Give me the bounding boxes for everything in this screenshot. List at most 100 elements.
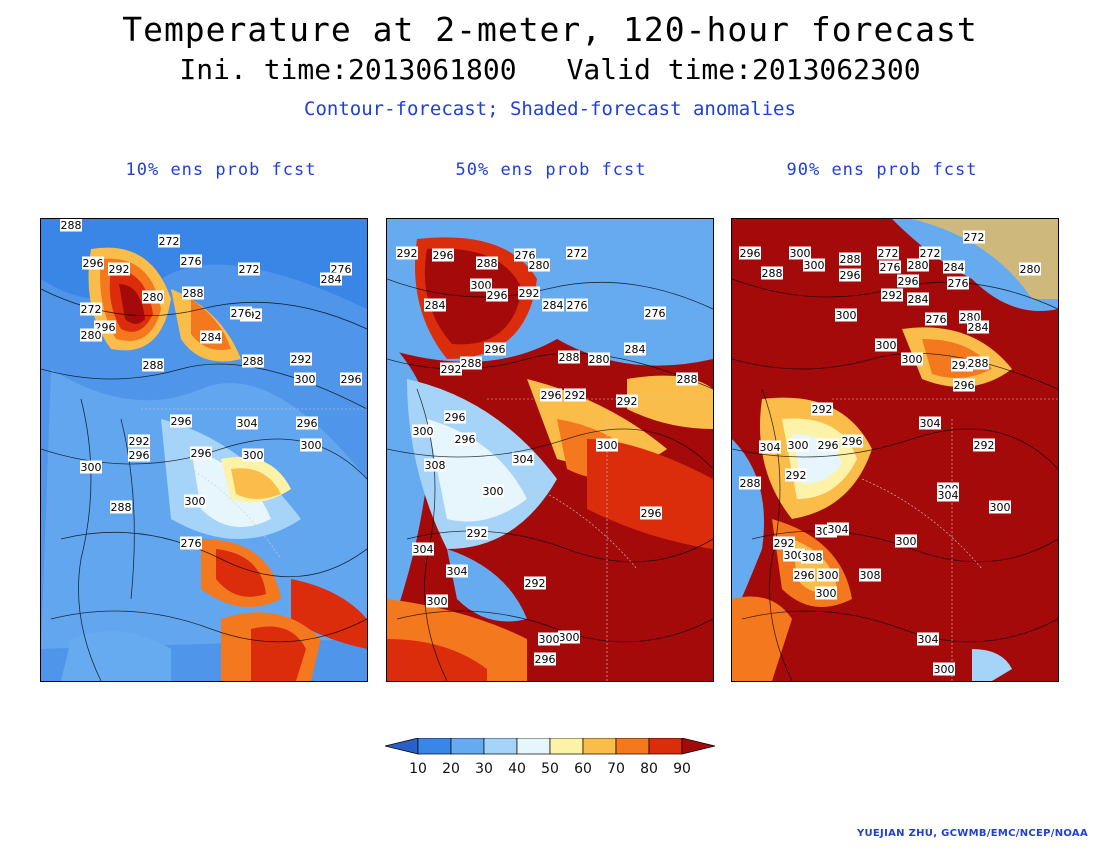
contour-label: 308	[802, 551, 823, 564]
contour-label: 280	[589, 353, 610, 366]
contour-label: 292	[109, 263, 130, 276]
contour-label-box	[484, 342, 506, 356]
colorbar-swatch	[385, 738, 419, 755]
contour-label-box	[897, 274, 919, 288]
contour-label: 288	[740, 477, 761, 490]
contour-label-box	[933, 662, 955, 676]
contour-label: 284	[944, 261, 965, 274]
contour-label: 292	[441, 363, 462, 376]
subtitle: Contour-forecast; Shaded-forecast anomal…	[304, 98, 796, 120]
contour-label-box	[953, 378, 975, 392]
contour-label-box	[943, 260, 965, 274]
contour-label: 272	[878, 247, 899, 260]
contour-label-box	[108, 262, 130, 276]
contour-label: 292	[291, 353, 312, 366]
contour-label-box	[294, 372, 316, 386]
contour-label-box	[290, 352, 312, 366]
colorbar-swatch	[516, 738, 551, 755]
contour-label: 292	[786, 469, 807, 482]
contour-label: 300	[804, 259, 825, 272]
contour-label-box	[596, 438, 618, 452]
contour-label: 288	[461, 357, 482, 370]
contour-label-box	[616, 394, 638, 408]
contour-label: 296	[455, 433, 476, 446]
contour-label-box	[566, 298, 588, 312]
contour-label-box	[839, 252, 861, 266]
contour-label-box	[320, 272, 342, 286]
contour-label-box	[917, 632, 939, 646]
contour-label-box	[963, 230, 985, 244]
contour-label: 284	[201, 331, 222, 344]
contour-label-box	[787, 438, 809, 452]
colorbar-tick-label: 80	[640, 761, 658, 777]
contour-label: 296	[487, 289, 508, 302]
contour-label: 288	[143, 359, 164, 372]
contour-label-box	[184, 494, 206, 508]
colorbar-swatch	[615, 738, 650, 755]
contour-label-box	[817, 438, 839, 452]
contour-label-box	[128, 434, 150, 448]
contour-label: 296	[954, 379, 975, 392]
contour-labels: 2882722762962922722762842802882722922962…	[60, 219, 362, 550]
colorbar-tick-label: 70	[607, 761, 625, 777]
contour-label: 288	[111, 501, 132, 514]
colorbar-swatch	[582, 738, 617, 755]
contour-label-box	[803, 258, 825, 272]
contour-label: 272	[81, 303, 102, 316]
colorbar-tick-label: 60	[574, 761, 592, 777]
contour-label: 296	[740, 247, 761, 260]
contour-label-box	[180, 536, 202, 550]
contour-label: 300	[81, 461, 102, 474]
contour-label-box	[182, 286, 204, 300]
contour-label: 280	[81, 329, 102, 342]
contour-label: 300	[876, 339, 897, 352]
contour-label-box	[759, 440, 781, 454]
contour-label: 296	[171, 415, 192, 428]
contour-label-box	[466, 526, 488, 540]
contour-label: 272	[567, 247, 588, 260]
contour-label: 300	[788, 439, 809, 452]
contour-label: 284	[543, 299, 564, 312]
colorbar-tick-label: 20	[442, 761, 460, 777]
time-line: Ini. time:2013061800 Valid time:201306230…	[0, 53, 1100, 86]
init-time: Ini. time:2013061800	[179, 53, 517, 86]
contour-label: 288	[477, 257, 498, 270]
contour-label-box	[80, 302, 102, 316]
contour-label: 292	[397, 247, 418, 260]
contour-label-box	[340, 372, 362, 386]
contour-label-box	[180, 254, 202, 268]
contour-label-box	[793, 568, 815, 582]
map-panel-10pct: 2882722762962922722762842802882722922962…	[40, 218, 368, 682]
contour-label: 304	[918, 633, 939, 646]
contour-label: 300	[818, 569, 839, 582]
contour-label-box	[839, 268, 861, 282]
contour-label: 292	[882, 289, 903, 302]
contour-label: 288	[243, 355, 264, 368]
contour-label-box	[588, 352, 610, 366]
contour-label: 304	[760, 441, 781, 454]
contour-label: 288	[677, 373, 698, 386]
contour-label: 280	[1020, 263, 1041, 276]
contour-label: 304	[447, 565, 468, 578]
colorbar-swatch	[450, 738, 485, 755]
contour-label: 296	[898, 275, 919, 288]
contour-label-box	[925, 312, 947, 326]
contour-label: 296	[541, 389, 562, 402]
contour-label-box	[514, 248, 536, 262]
contour-label: 292	[467, 527, 488, 540]
contour-label-box	[412, 542, 434, 556]
contour-label: 300	[559, 631, 580, 644]
contour-label: 292	[519, 287, 540, 300]
contour-label: 292	[774, 537, 795, 550]
contour-label-box	[817, 568, 839, 582]
contour-label-box	[482, 484, 504, 498]
contour-label-box	[877, 246, 899, 260]
contour-label: 284	[968, 321, 989, 334]
contour-label-box	[170, 414, 192, 428]
contour-label-box	[238, 262, 260, 276]
contour-label-box	[476, 256, 498, 270]
